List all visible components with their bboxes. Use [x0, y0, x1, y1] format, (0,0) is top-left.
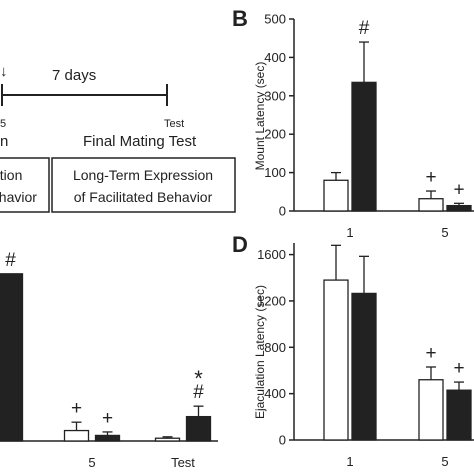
timeline-left-box: [0, 157, 50, 213]
panel-a-hash-marker: #: [193, 382, 204, 403]
panel-a-bar: [0, 273, 24, 442]
panel-a-plus-marker: +: [71, 398, 82, 419]
panel-d-plus-marker: +: [453, 358, 464, 379]
panel-d-x-tick-label: 1: [346, 454, 353, 469]
panel-d-x-tick-label: 5: [441, 454, 448, 469]
timeline-left-box-line1: ation: [0, 167, 22, 183]
panel-a-asterisk-marker: *: [194, 366, 203, 391]
panel-d-bar: [418, 379, 444, 441]
panel-d-chart: Ejaculation Latency (sec) 0 400 800 1200 160…: [253, 243, 474, 469]
panel-b-y-tick-label: 400: [264, 50, 286, 65]
panel-b-y-tick-label: 100: [264, 165, 286, 180]
panel-b-y-axis-title: Mount Latency (sec): [253, 62, 267, 171]
panel-b-y-tick-label: 500: [264, 12, 286, 27]
timeline-test-label: Test: [164, 118, 184, 130]
timeline-left-tick-fragment: 5: [0, 118, 6, 130]
panel-d-y-tick-label: 400: [264, 386, 286, 401]
timeline-left-label-fragment: n: [0, 133, 8, 150]
panel-b-x-tick-label: 5: [441, 225, 448, 240]
timeline: ↓ 7 days 5 n Test Final Mating Test atio…: [0, 63, 236, 213]
panel-d-y-axis-title: Ejaculation Latency (sec): [253, 285, 267, 419]
panel-d-y-tick-label: 0: [279, 433, 286, 448]
panel-a-chart: 5 Test#+ +#*: [0, 250, 218, 470]
panel-b-bar: [446, 204, 472, 212]
panel-b-x-tick-label: 1: [346, 225, 353, 240]
panel-d-y-tick-label: 1200: [257, 293, 286, 308]
panel-b-y-tick-label: 0: [279, 204, 286, 219]
timeline-right-box: [51, 157, 236, 213]
panel-b-bar: [418, 198, 444, 212]
timeline-right-box-line2: of Facilitated Behavior: [74, 189, 213, 205]
timeline-final-test-label: Final Mating Test: [83, 133, 197, 150]
panel-d-bar: [446, 389, 472, 441]
panel-a-x-tick-label: 5: [88, 455, 95, 470]
timeline-duration-label: 7 days: [52, 67, 96, 84]
panel-b-bar: [323, 179, 349, 212]
panel-d-bar: [351, 292, 377, 441]
panel-letter-d: D: [232, 232, 248, 257]
panel-a-bar: [154, 437, 181, 442]
panel-b-chart: Mount Latency (sec) 0 100 200 300 400 500 1 5 # +…: [253, 12, 474, 240]
panel-b-plus-marker: +: [453, 179, 464, 200]
panel-a-bar: [185, 415, 212, 442]
panel-b-hash-marker: #: [359, 18, 370, 39]
panel-a-hash-marker: #: [5, 250, 16, 271]
timeline-right-box-line1: Long-Term Expression: [73, 167, 213, 183]
timeline-left-box-line2: ehavior: [0, 189, 37, 205]
panel-b-plus-marker: +: [425, 167, 436, 188]
panel-d-y-tick-label: 1600: [257, 247, 286, 262]
panel-d-plus-marker: +: [425, 343, 436, 364]
panel-b-y-tick-label: 300: [264, 88, 286, 103]
panel-a-x-tick-label: Test: [171, 455, 195, 470]
panel-a-plus-marker: +: [102, 408, 113, 429]
panel-b-y-tick-label: 200: [264, 127, 286, 142]
panel-d-y-tick-label: 800: [264, 340, 286, 355]
panel-a-bar: [94, 434, 121, 442]
panel-d-bar: [323, 279, 349, 441]
timeline-arrow: ↓: [0, 63, 8, 80]
panel-b-bar: [351, 81, 377, 212]
panel-a-bar: [63, 429, 90, 442]
panel-letter-b: B: [232, 6, 248, 31]
